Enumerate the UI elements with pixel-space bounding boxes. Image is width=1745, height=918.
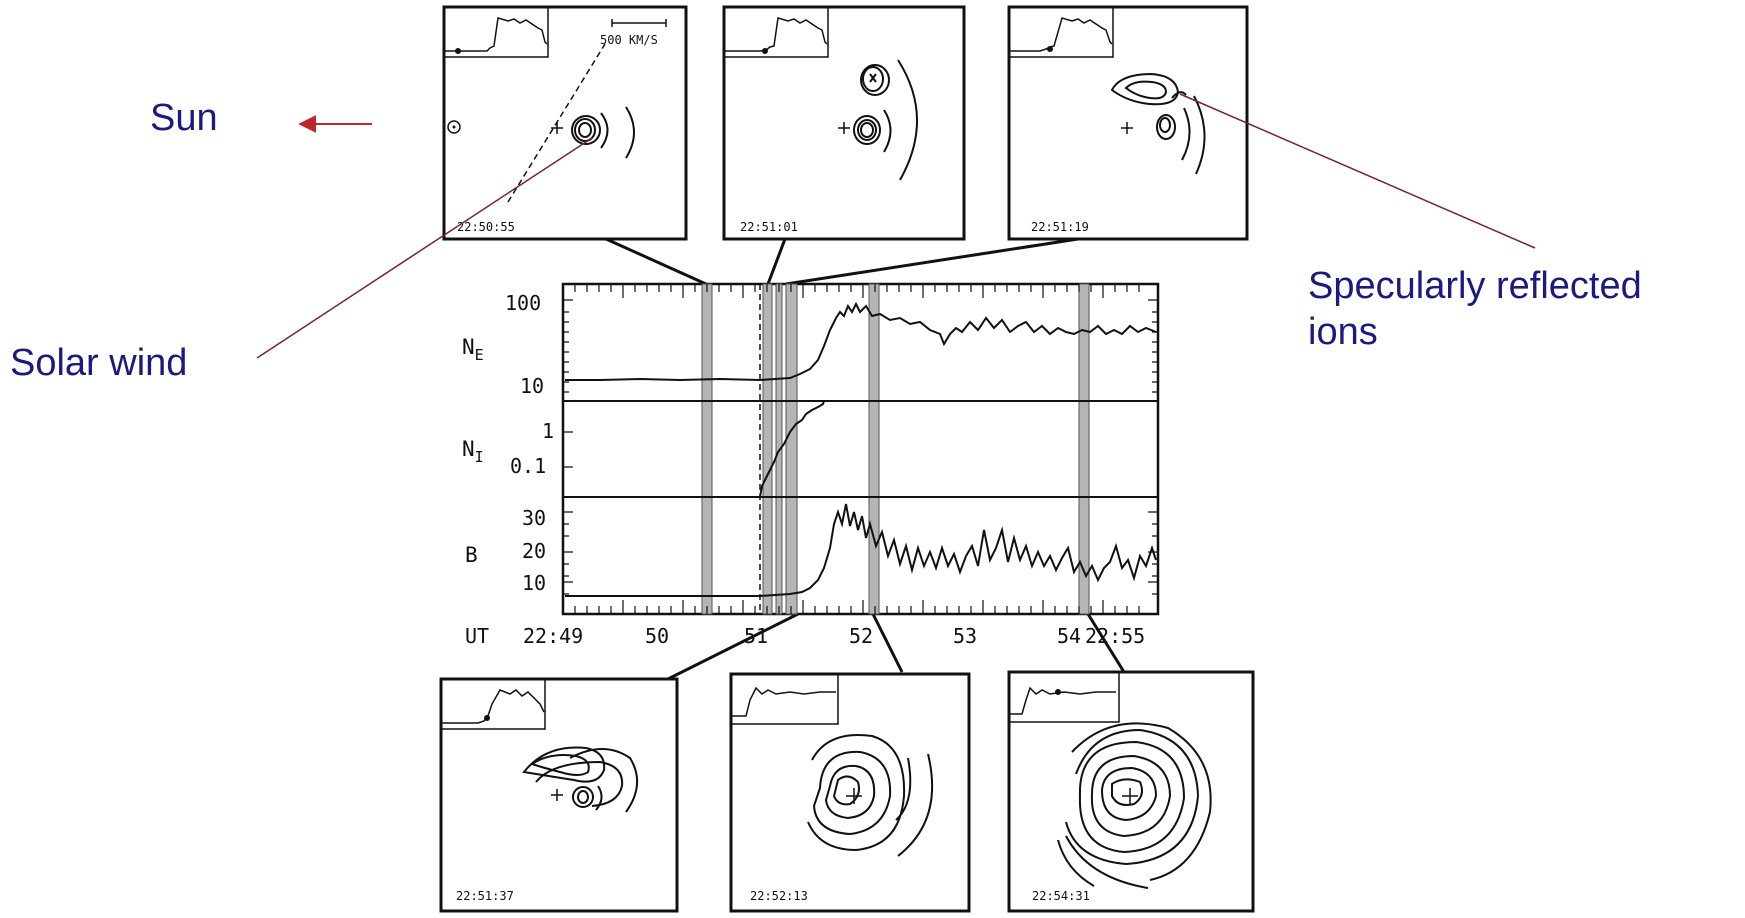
panel-2-time: 22:51:01 [740, 220, 798, 234]
origin-cross [551, 122, 563, 134]
scale-bar-label: 500 KM/S [600, 33, 658, 47]
panel-3-inset [1008, 6, 1114, 58]
panel-1: 500 KM/S 22:50:55 [442, 5, 688, 241]
b-trace [565, 503, 1157, 597]
contour-plot [1110, 72, 1206, 175]
panel-connectors [605, 237, 1126, 685]
ne-axis-label: NE [462, 335, 484, 364]
ut-tick: 50 [645, 624, 669, 648]
ut-tick: 54 [1057, 624, 1081, 648]
ne-tick-10: 10 [520, 374, 544, 398]
specular-ions-pointer [1179, 93, 1536, 249]
ni-tick-0-1: 0.1 [510, 454, 546, 478]
solar-wind-label: Solar wind [10, 342, 188, 384]
panel-5-time: 22:52:13 [750, 889, 808, 903]
panel-1-time: 22:50:55 [457, 220, 515, 234]
ut-tick: 51 [744, 624, 768, 648]
ut-tick: 53 [953, 624, 977, 648]
contour-plot [522, 746, 638, 813]
sun-symbol [447, 120, 461, 134]
panel-3-time: 22:51:19 [1031, 220, 1089, 234]
b-tick-20: 20 [522, 539, 546, 563]
specular-ions-label: Specularly reflected ions [1308, 265, 1642, 353]
ne-tick-100: 100 [505, 291, 541, 315]
ut-axis-label: UT [465, 624, 489, 648]
scale-bar: 500 KM/S [600, 19, 667, 47]
panel-2-inset [723, 6, 829, 58]
panel-5: 22:52:13 [729, 672, 971, 913]
ut-tick: 22:55 [1085, 624, 1145, 648]
minor-ticks [563, 284, 1158, 614]
origin-cross [838, 122, 850, 134]
ne-trace [565, 301, 1157, 382]
contour-plot [853, 59, 918, 181]
contour-plot [571, 106, 635, 159]
origin-cross [551, 789, 563, 801]
contour-plot [1057, 722, 1212, 889]
contour-plot [807, 734, 934, 857]
b-axis-label: B [465, 543, 478, 567]
ni-tick-1: 1 [542, 419, 554, 443]
sun-label: Sun [150, 97, 218, 139]
origin-cross [1121, 122, 1133, 134]
panel-4-inset [440, 678, 546, 730]
ni-trace [759, 400, 825, 498]
panel-4-time: 22:51:37 [456, 889, 514, 903]
panel-6-inset [1008, 671, 1120, 723]
ut-tick: 22:49 [523, 624, 583, 648]
panel-6: 22:54:31 [1007, 670, 1255, 913]
ni-axis-label: NI [462, 437, 484, 466]
panel-1-inset [443, 6, 549, 58]
time-series-plot: 100 10 NE 1 0.1 NI 30 20 10 B UT 22:49 5… [462, 282, 1160, 648]
panel-2: 22:51:01 [722, 5, 966, 241]
panel-5-inset [730, 673, 839, 725]
b-tick-10: 10 [522, 571, 546, 595]
ut-tick: 52 [849, 624, 873, 648]
panel-3: 22:51:19 [1007, 5, 1249, 241]
solar-wind-pointer [256, 137, 593, 359]
panel-6-time: 22:54:31 [1032, 889, 1090, 903]
panel-4: 22:51:37 [439, 677, 679, 913]
b-tick-30: 30 [522, 506, 546, 530]
